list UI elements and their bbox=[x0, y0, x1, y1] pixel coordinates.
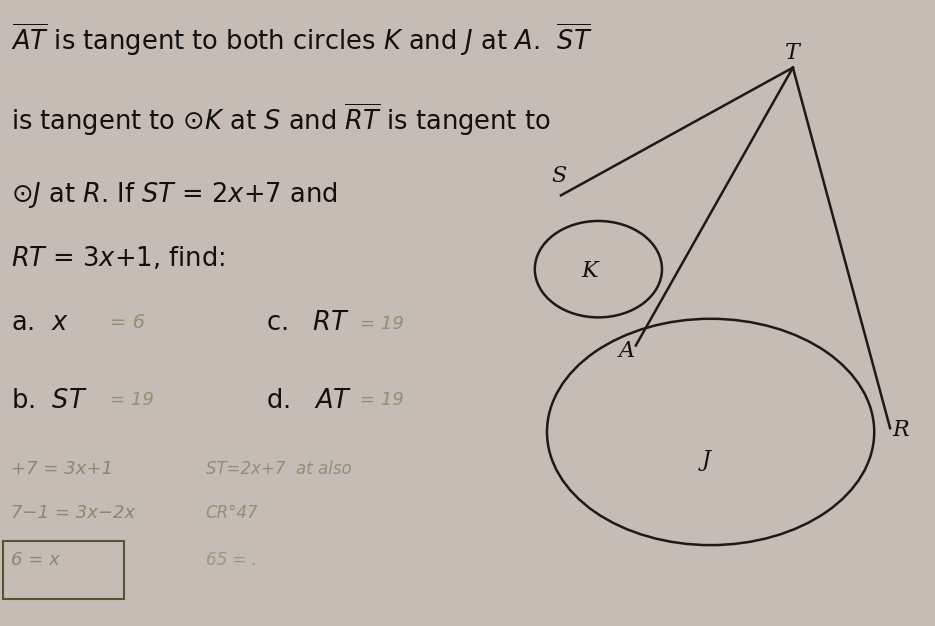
Text: ST=2x+7  at also: ST=2x+7 at also bbox=[206, 460, 352, 478]
Text: K: K bbox=[582, 260, 598, 282]
Text: $\odot$$J$ at $R$. If $ST$ = 2$x$+7 and: $\odot$$J$ at $R$. If $ST$ = 2$x$+7 and bbox=[11, 180, 338, 210]
Text: b.  $ST$: b. $ST$ bbox=[11, 388, 88, 414]
Text: J: J bbox=[701, 449, 710, 471]
Text: 6 = x: 6 = x bbox=[11, 551, 60, 569]
Text: $\overline{AT}$ is tangent to both circles $K$ and $J$ at $A$.  $\overline{ST}$: $\overline{AT}$ is tangent to both circl… bbox=[11, 22, 593, 58]
Text: is tangent to $\odot$$K$ at $S$ and $\overline{RT}$ is tangent to: is tangent to $\odot$$K$ at $S$ and $\ov… bbox=[11, 101, 551, 138]
Text: S: S bbox=[552, 165, 567, 187]
Text: R: R bbox=[892, 419, 909, 441]
Text: = 19: = 19 bbox=[360, 391, 404, 409]
Text: = 19: = 19 bbox=[360, 315, 404, 333]
Text: 7−1 = 3x−2x: 7−1 = 3x−2x bbox=[11, 504, 136, 522]
Text: d.   $AT$: d. $AT$ bbox=[266, 388, 352, 414]
Text: $RT$ = 3$x$+1, find:: $RT$ = 3$x$+1, find: bbox=[11, 245, 225, 272]
Text: 65 = .: 65 = . bbox=[206, 551, 256, 569]
Text: +7 = 3x+1: +7 = 3x+1 bbox=[11, 460, 113, 478]
Text: c.   $RT$: c. $RT$ bbox=[266, 310, 351, 336]
Text: = 6: = 6 bbox=[110, 313, 145, 332]
Text: CR°47: CR°47 bbox=[206, 504, 258, 522]
Text: a.  $x$: a. $x$ bbox=[11, 310, 69, 336]
Text: = 19: = 19 bbox=[110, 391, 154, 409]
Text: T: T bbox=[785, 43, 800, 64]
Text: A: A bbox=[619, 340, 635, 362]
